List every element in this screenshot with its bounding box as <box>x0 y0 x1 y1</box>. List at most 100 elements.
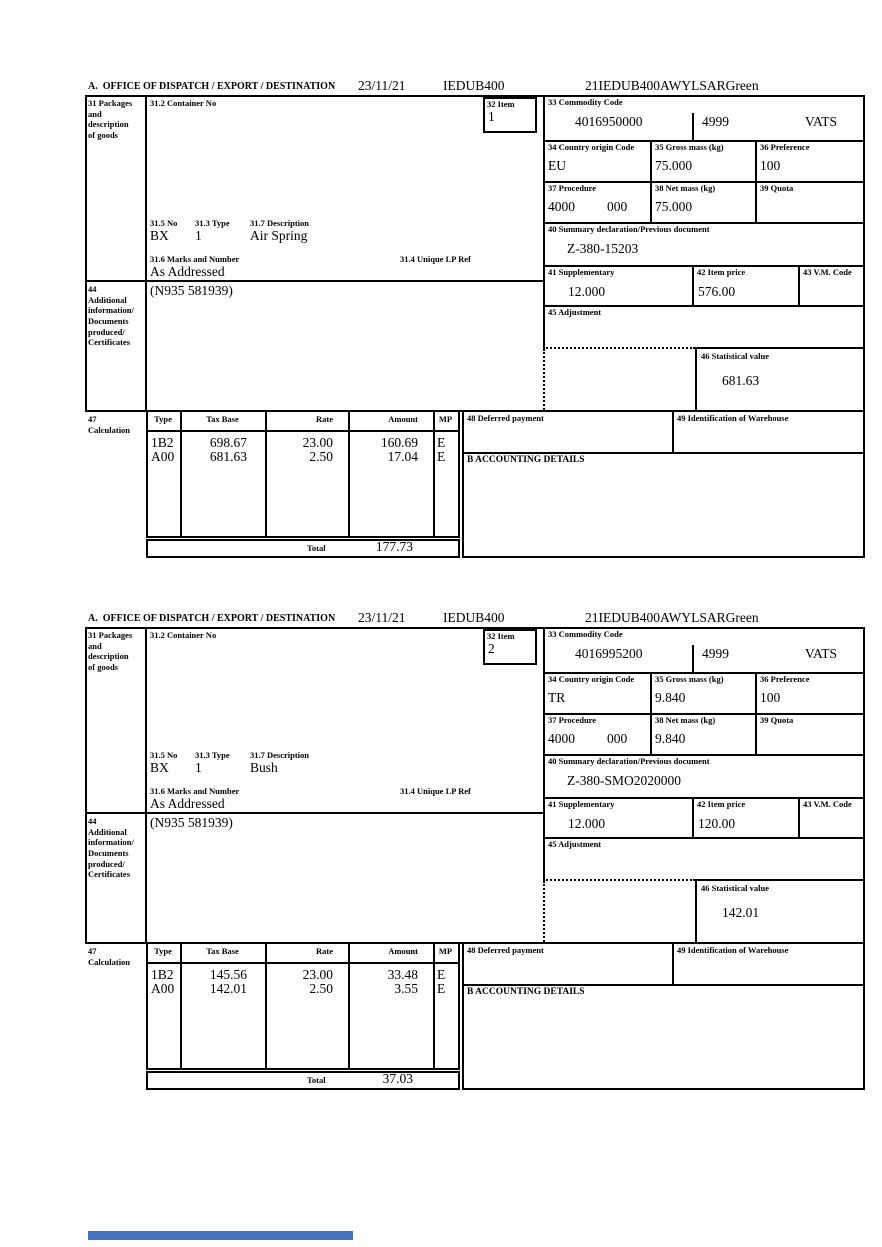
box39-label: 39 Quota <box>760 715 794 725</box>
calc-total-label: Total <box>307 543 326 553</box>
supplementary-value: 12.000 <box>568 284 606 299</box>
box40-bottom-line <box>543 797 865 799</box>
calc-body-bottom-line <box>146 1068 460 1070</box>
box47-label: 47 Calculation <box>88 414 131 435</box>
origin-country-value: EU <box>548 158 566 173</box>
package-type-value: 1 <box>195 760 202 775</box>
calc-row-base: 698.67 <box>209 435 247 450</box>
box41-bottom-line <box>543 305 865 307</box>
procedure2-value: 000 <box>607 199 628 214</box>
form-border-left <box>85 95 87 412</box>
dotted-vertical-line <box>543 349 545 410</box>
box41-42-divider <box>692 265 694 305</box>
box35-36-divider <box>755 672 757 713</box>
calc-col-divider-3 <box>348 942 350 1070</box>
box40-label: 40 Summary declaration/Previous document <box>548 224 710 234</box>
box43-label: 43 V.M. Code <box>803 267 852 277</box>
procedure-value: 4000 <box>548 731 575 746</box>
box48-left-line <box>462 410 464 454</box>
calc-total-frame <box>146 539 460 558</box>
box48-49-divider <box>672 942 674 986</box>
box35-36-divider <box>755 140 757 181</box>
calc-col-type-label: Type <box>154 414 172 424</box>
tax-flag-value: VATS <box>804 646 837 661</box>
box44-divider <box>85 812 545 814</box>
calc-row-type: A00 <box>151 449 175 464</box>
calc-total-frame <box>146 1071 460 1090</box>
additional-info-value: (N935 581939) <box>150 283 233 298</box>
calc-col-mp-label: MP <box>438 946 453 956</box>
box48-49-divider <box>672 410 674 454</box>
package-no-value: BX <box>150 228 169 243</box>
box47-label: 47 Calculation <box>88 946 131 967</box>
box31-7-label: 31.7 Description <box>250 218 310 228</box>
box37-38-divider <box>650 181 652 222</box>
dotted-horizontal-line <box>543 347 695 349</box>
box43-label: 43 V.M. Code <box>803 799 852 809</box>
dotted-horizontal-line <box>543 879 695 881</box>
calc-header-bottom-line <box>146 430 460 432</box>
declaration-date: 23/11/21 <box>358 610 406 625</box>
calculation-divider <box>85 942 865 944</box>
box41-label: 41 Supplementary <box>548 267 615 277</box>
box31-5-label: 31.5 No <box>150 218 178 228</box>
net-mass-value: 9.840 <box>655 731 686 746</box>
box38-39-divider <box>755 713 757 754</box>
calc-row-mp: E <box>437 435 446 450</box>
box40-label: 40 Summary declaration/Previous document <box>548 756 710 766</box>
box44-label: 44 Additional information/ Documents pro… <box>88 816 134 880</box>
box31-7-label: 31.7 Description <box>250 750 310 760</box>
preference-value: 100 <box>760 158 781 173</box>
box37-bottom-line <box>543 754 865 756</box>
calc-row-rate: 23.00 <box>302 967 333 982</box>
box46-left-line <box>695 879 697 942</box>
box34-label: 34 Country origin Code <box>548 674 635 684</box>
item-price-value: 576.00 <box>698 284 736 299</box>
box33-bottom-line <box>543 140 865 142</box>
commodity-code-value: 4016995200 <box>575 646 643 661</box>
box31-2-label: 31.2 Container No <box>150 630 217 640</box>
box46-top-line <box>695 879 865 881</box>
office-code: IEDUB400 <box>443 610 505 625</box>
box49-label: 49 Identification of Warehouse <box>677 945 789 955</box>
box31-3-label: 31.3 Type <box>195 750 230 760</box>
commodity-code-value: 4016950000 <box>575 114 643 129</box>
package-type-value: 1 <box>195 228 202 243</box>
box44-label: 44 Additional information/ Documents pro… <box>88 284 134 348</box>
customs-item-form: A. OFFICE OF DISPATCH / EXPORT / DESTINA… <box>85 78 865 560</box>
box41-label: 41 Supplementary <box>548 799 615 809</box>
calc-row-base: 681.63 <box>209 449 247 464</box>
box42-43-divider <box>798 265 800 305</box>
gross-mass-value: 75.000 <box>655 158 693 173</box>
supplementary-value: 12.000 <box>568 816 606 831</box>
item-price-value: 120.00 <box>698 816 736 831</box>
calc-col-taxbase-label: Tax Base <box>206 946 239 956</box>
calc-table-left-line <box>146 410 148 538</box>
form-border-right <box>863 627 865 1090</box>
package-no-value: BX <box>150 760 169 775</box>
calc-row-amount: 17.04 <box>387 449 418 464</box>
box33-label: 33 Commodity Code <box>548 629 623 639</box>
calc-row-rate: 23.00 <box>302 435 333 450</box>
declaration-date: 23/11/21 <box>358 78 406 93</box>
box34-bottom-line <box>543 181 865 183</box>
gross-mass-value: 9.840 <box>655 690 686 705</box>
additional-info-value: (N935 581939) <box>150 815 233 830</box>
box46-left-line <box>695 347 697 410</box>
calc-col-rate-label: Rate <box>316 414 333 424</box>
box42-43-divider <box>798 797 800 837</box>
box45-label: 45 Adjustment <box>548 307 602 317</box>
form-border-right <box>863 95 865 558</box>
calc-row-type: 1B2 <box>151 967 174 982</box>
calc-row-type: 1B2 <box>151 435 174 450</box>
office-of-dispatch-label: A. OFFICE OF DISPATCH / EXPORT / DESTINA… <box>88 81 336 92</box>
statistical-value: 142.01 <box>722 905 760 920</box>
calc-row-mp: E <box>437 449 446 464</box>
box48-label: 48 Deferred payment <box>467 945 544 955</box>
box31-4-label: 31.4 Unique LP Ref <box>400 254 471 264</box>
declaration-reference: 21IEDUB400AWYLSARGreen <box>585 610 759 625</box>
box31-4-label: 31.4 Unique LP Ref <box>400 786 471 796</box>
calc-row-base: 145.56 <box>209 967 247 982</box>
box31-label: 31 Packages and description of goods <box>88 630 133 672</box>
